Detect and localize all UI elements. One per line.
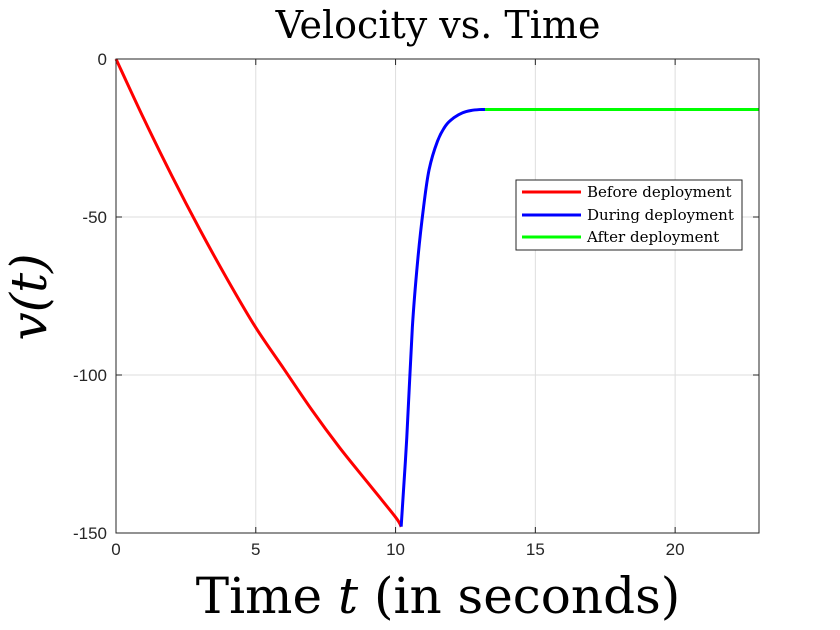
y-tick-label: -150: [73, 524, 107, 543]
x-axis-label-prefix: Time: [196, 567, 338, 625]
data-series: [114, 58, 759, 528]
x-axis-label-variable: t: [338, 567, 359, 625]
legend-label-after-deployment: After deployment: [586, 228, 719, 246]
y-axis-label: v(t): [0, 253, 58, 340]
x-axis-label: Time t (in seconds): [196, 567, 681, 625]
x-axis-label-suffix: (in seconds): [358, 567, 680, 625]
series-line-during-deployment: [399, 107, 486, 527]
x-tick-label: 15: [526, 540, 545, 559]
x-tick-label: 20: [666, 540, 685, 559]
series-line-before-deployment: [114, 58, 403, 528]
x-tick-label: 10: [386, 540, 405, 559]
axes-box: [115, 58, 760, 534]
legend: Before deployment During deployment Afte…: [515, 179, 743, 251]
legend-label-during-deployment: During deployment: [587, 206, 734, 224]
y-tick-label: -100: [73, 366, 107, 385]
x-tick-label: 0: [111, 540, 120, 559]
axis-ticks: 0 5 10 15 20 0 -50 -100 -150: [73, 50, 759, 559]
y-tick-label: 0: [98, 50, 107, 69]
y-tick-label: -50: [82, 208, 107, 227]
legend-label-before-deployment: Before deployment: [587, 183, 731, 201]
x-tick-label: 5: [251, 540, 260, 559]
chart-title: Velocity vs. Time: [275, 3, 601, 47]
